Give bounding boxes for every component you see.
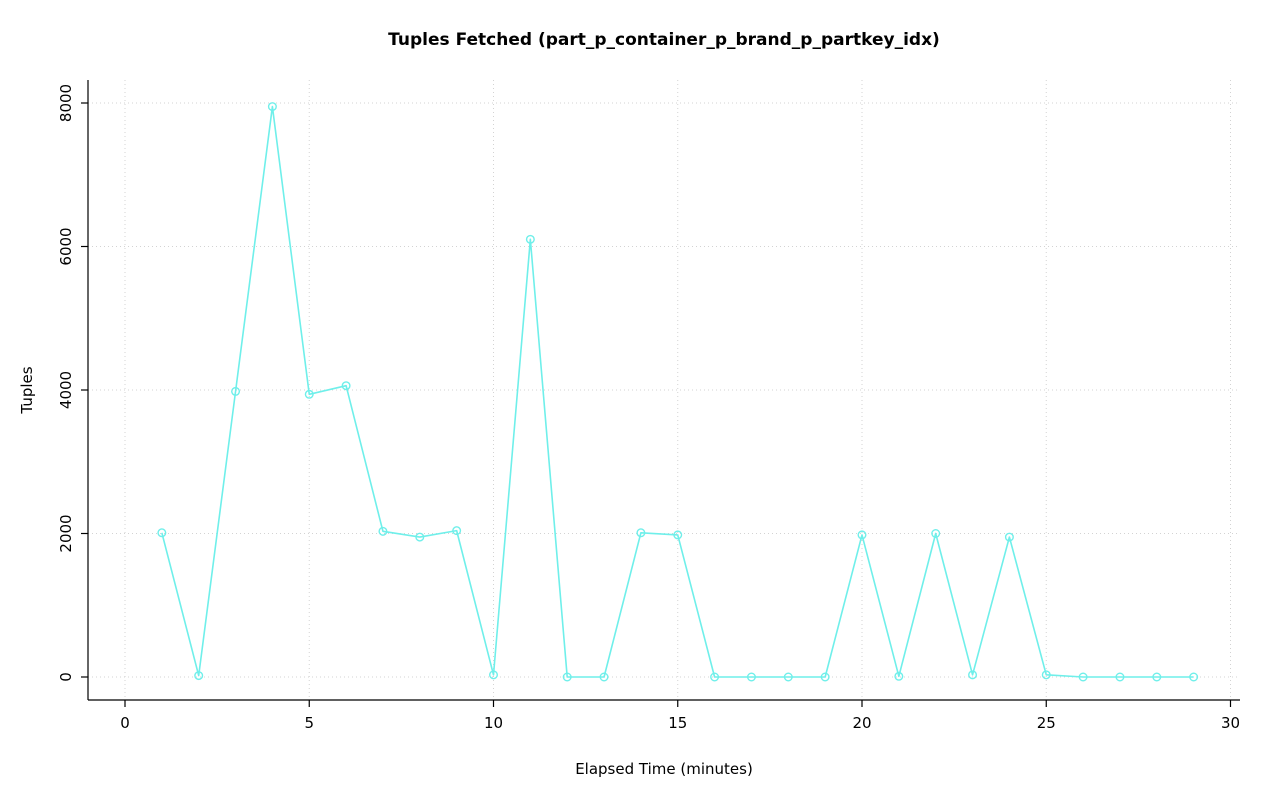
data-point-marker [378,526,388,536]
data-point-marker [489,670,499,680]
data-point-marker [1152,672,1162,682]
x-axis-label: Elapsed Time (minutes) [575,760,753,778]
data-point-marker [304,389,314,399]
chart-title: Tuples Fetched (part_p_container_p_brand… [388,30,940,50]
series-markers [157,102,1199,682]
y-tick-label: 2000 [57,514,75,552]
data-point-marker [820,672,830,682]
data-point-marker [415,532,425,542]
data-point-marker [1115,672,1125,682]
data-point-marker [231,386,241,396]
data-point-marker [599,672,609,682]
data-point-marker [562,672,572,682]
data-point-marker [673,530,683,540]
data-point-marker [636,528,646,538]
y-tick-label: 6000 [57,227,75,265]
data-point-marker [857,530,867,540]
x-tick-label: 15 [668,714,687,732]
data-point-marker [525,234,535,244]
y-tick-label: 4000 [57,371,75,409]
x-tick-label: 30 [1221,714,1240,732]
gridlines [88,80,1240,700]
data-point-marker [1004,532,1014,542]
y-axis-label: Tuples [18,366,36,414]
y-tick-label: 8000 [57,84,75,122]
x-tick-label: 10 [484,714,503,732]
series-line [161,105,1194,678]
y-axis-ticks: 0 2000 4000 6000 8000 [57,84,88,682]
data-point-marker [1189,672,1199,682]
x-tick-label: 25 [1037,714,1056,732]
data-point-marker [341,381,351,391]
data-point-marker [894,671,904,681]
data-point-marker [194,671,204,681]
data-point-marker [746,672,756,682]
data-point-marker [968,670,978,680]
x-tick-label: 5 [304,714,314,732]
data-point-marker [1041,670,1051,680]
y-tick-label: 0 [57,672,75,682]
data-point-marker [452,526,462,536]
x-tick-label: 0 [120,714,130,732]
x-axis-ticks: 0 5 10 15 20 25 30 [120,700,1240,732]
data-point-marker [931,529,941,539]
data-point-marker [710,672,720,682]
data-point-marker [1078,672,1088,682]
x-tick-label: 20 [852,714,871,732]
data-point-marker [267,102,277,112]
data-point-marker [783,672,793,682]
data-point-marker [157,528,167,538]
